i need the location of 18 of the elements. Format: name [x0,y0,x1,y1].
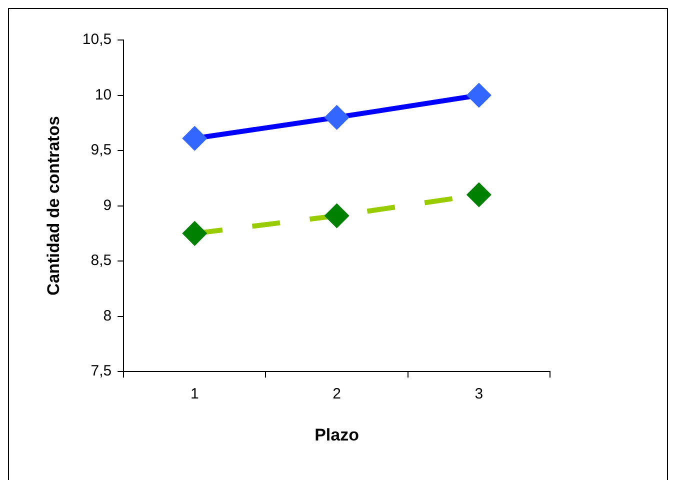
point [325,204,348,228]
x-tick-label: 2 [332,386,341,403]
point [183,222,206,245]
point [183,126,206,150]
point [467,183,490,206]
x-axis-title: Plazo [314,425,359,444]
y-axis-title: Cantidad de contratos [44,116,63,296]
y-tick-label: 9,5 [90,142,112,159]
x-tick-label: 1 [190,386,199,403]
y-tick-label: 10 [94,86,112,104]
y-tick-label: 7,5 [90,362,112,380]
point [325,106,348,129]
y-tick-label: 9 [103,196,112,214]
point [467,84,490,107]
y-tick-label: 10,5 [82,31,112,48]
x-tick-label: 3 [474,386,484,403]
y-tick-label: 8 [103,307,112,324]
y-tick-label: 8,5 [90,252,112,270]
